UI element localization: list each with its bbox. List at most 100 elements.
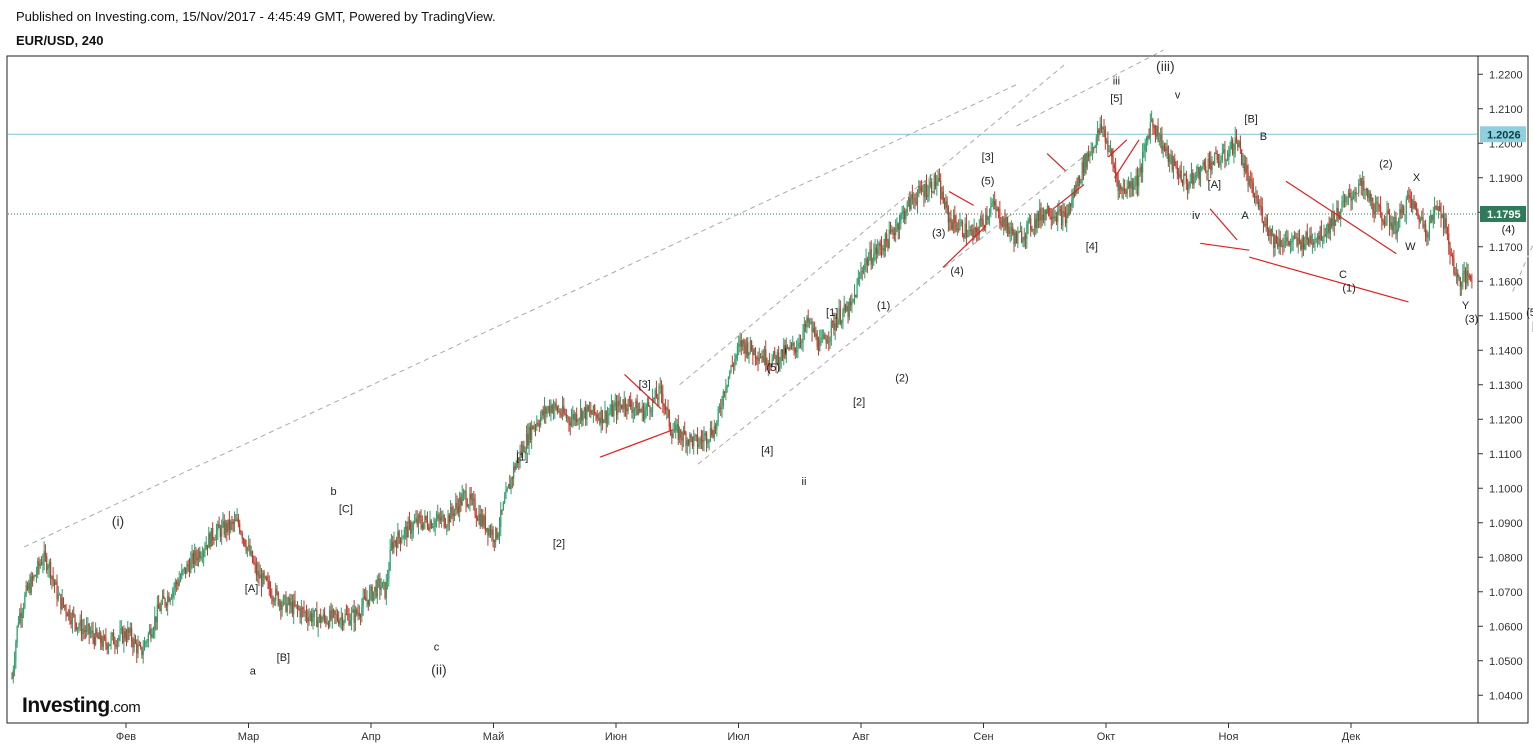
candle-body bbox=[721, 405, 723, 409]
candle-body bbox=[648, 402, 650, 407]
candle-body bbox=[336, 614, 339, 621]
candle-body bbox=[577, 420, 579, 423]
candle-body bbox=[384, 582, 386, 598]
candle-body bbox=[994, 200, 996, 206]
candle-body bbox=[967, 235, 969, 237]
candle-body bbox=[1226, 159, 1229, 161]
candle-body bbox=[1009, 230, 1011, 234]
candle-body bbox=[439, 517, 441, 521]
candle-body bbox=[545, 407, 547, 414]
candle-body bbox=[1154, 128, 1157, 137]
candle-body bbox=[547, 406, 549, 411]
candle-body bbox=[772, 351, 775, 359]
candle-body bbox=[1028, 218, 1031, 221]
wave-label: (i) bbox=[112, 513, 124, 529]
candle-body bbox=[253, 562, 255, 564]
candle-body bbox=[1342, 201, 1344, 203]
candle-body bbox=[533, 426, 535, 430]
candle-body bbox=[886, 233, 888, 241]
candle-body bbox=[811, 321, 813, 332]
candle-body bbox=[540, 417, 542, 426]
candle-body bbox=[550, 405, 552, 413]
candle-body bbox=[920, 187, 922, 192]
candle-body bbox=[703, 435, 705, 442]
candle-body bbox=[636, 400, 638, 415]
candle-body bbox=[676, 424, 678, 426]
candle-body bbox=[684, 430, 686, 435]
candle-body bbox=[442, 515, 444, 517]
candle-body bbox=[1095, 137, 1097, 147]
candle-body bbox=[1269, 228, 1271, 236]
candle-body bbox=[43, 550, 45, 562]
candle-body bbox=[1426, 235, 1428, 238]
candle-body bbox=[115, 645, 117, 647]
candle-body bbox=[271, 596, 273, 598]
candle-body bbox=[361, 606, 363, 617]
candle-body bbox=[907, 197, 910, 203]
candle-body bbox=[423, 522, 425, 529]
candle-body bbox=[873, 253, 875, 263]
candle-body bbox=[1024, 236, 1027, 239]
wave-label: (iii) bbox=[1156, 58, 1175, 74]
candle-body bbox=[749, 340, 751, 352]
candle-body bbox=[188, 566, 191, 573]
candle-body bbox=[67, 609, 70, 617]
candle-body bbox=[143, 642, 146, 651]
candle-body bbox=[488, 528, 490, 536]
candle-body bbox=[223, 521, 225, 535]
candle-body bbox=[334, 610, 336, 615]
candle-body bbox=[597, 418, 600, 420]
candle-body bbox=[1401, 206, 1404, 214]
candle-body bbox=[348, 614, 350, 625]
candle-body bbox=[587, 405, 589, 411]
candle-body bbox=[107, 645, 110, 650]
candle-body bbox=[251, 551, 254, 563]
candle-body bbox=[390, 541, 393, 549]
candle-body bbox=[705, 433, 708, 444]
candle-body bbox=[1127, 181, 1130, 187]
candle-body bbox=[758, 357, 760, 361]
candle-body bbox=[1358, 184, 1360, 194]
candle-body bbox=[1163, 145, 1166, 149]
candle-body bbox=[365, 597, 367, 601]
candle-body bbox=[1115, 167, 1117, 176]
price-markers: 1.2026 1.1795 bbox=[1480, 126, 1526, 222]
candle-body bbox=[1105, 140, 1108, 143]
candle-body bbox=[419, 515, 421, 518]
candle-body bbox=[1149, 122, 1151, 138]
candle-body bbox=[582, 411, 584, 421]
candle-body bbox=[956, 228, 958, 231]
candle-body bbox=[594, 405, 596, 414]
candle-body bbox=[511, 478, 513, 480]
candle-body bbox=[1190, 172, 1193, 182]
candle-body bbox=[131, 628, 133, 642]
candle-body bbox=[470, 493, 472, 500]
candle-body bbox=[807, 317, 809, 323]
candle-body bbox=[469, 493, 471, 506]
candle-body bbox=[60, 594, 62, 609]
candle-body bbox=[300, 607, 303, 618]
candle-body bbox=[952, 214, 955, 230]
candle-body bbox=[1175, 166, 1177, 168]
candle-body bbox=[549, 406, 551, 413]
candle-body bbox=[861, 271, 863, 273]
candle-body bbox=[1059, 209, 1061, 211]
candle-body bbox=[479, 513, 481, 526]
candle-body bbox=[215, 530, 218, 540]
candle-body bbox=[1090, 152, 1092, 154]
candle-body bbox=[973, 227, 975, 238]
candle-body bbox=[149, 629, 151, 634]
candle-body bbox=[1423, 224, 1425, 228]
candle-body bbox=[1109, 149, 1112, 152]
candle-body bbox=[182, 569, 184, 571]
wave-label: [C] bbox=[1532, 321, 1533, 333]
candle-body bbox=[48, 561, 50, 569]
candle-body bbox=[592, 405, 594, 415]
candle-body bbox=[302, 607, 304, 609]
candle-body bbox=[284, 595, 286, 597]
candle-body bbox=[1301, 236, 1303, 250]
candle-body bbox=[1062, 211, 1064, 226]
candle-body bbox=[1170, 155, 1172, 157]
candle-body bbox=[1359, 178, 1361, 185]
